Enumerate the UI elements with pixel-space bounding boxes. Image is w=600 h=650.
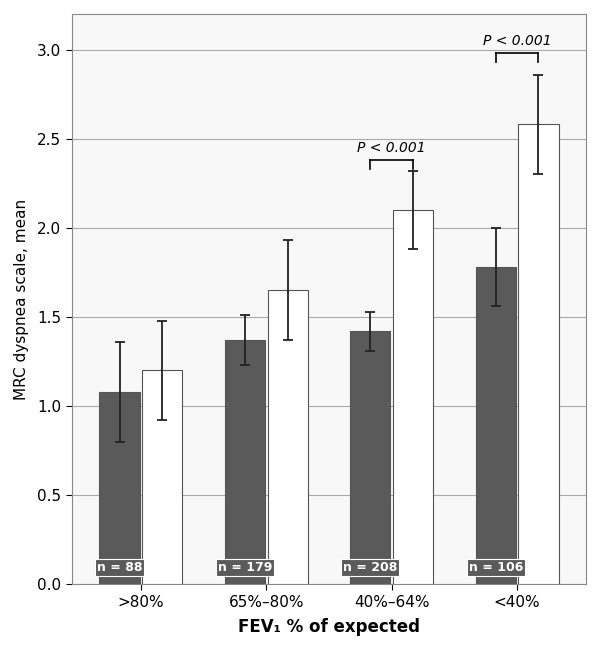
Bar (225, 340, 265, 584)
Text: n = 88: n = 88 (97, 561, 142, 574)
Text: P < 0.001: P < 0.001 (358, 140, 426, 155)
X-axis label: FEV₁ % of expected: FEV₁ % of expected (238, 618, 420, 636)
Text: n = 208: n = 208 (343, 561, 398, 574)
Y-axis label: MRC dyspnea scale, mean: MRC dyspnea scale, mean (14, 198, 29, 400)
Text: P < 0.001: P < 0.001 (483, 34, 551, 47)
Bar (142, 370, 182, 584)
Text: n = 106: n = 106 (469, 561, 523, 574)
Bar (350, 332, 391, 584)
Bar (393, 210, 433, 584)
Bar (476, 267, 516, 584)
Text: n = 179: n = 179 (218, 561, 272, 574)
Bar (100, 392, 140, 584)
Bar (518, 124, 559, 584)
Bar (268, 290, 308, 584)
